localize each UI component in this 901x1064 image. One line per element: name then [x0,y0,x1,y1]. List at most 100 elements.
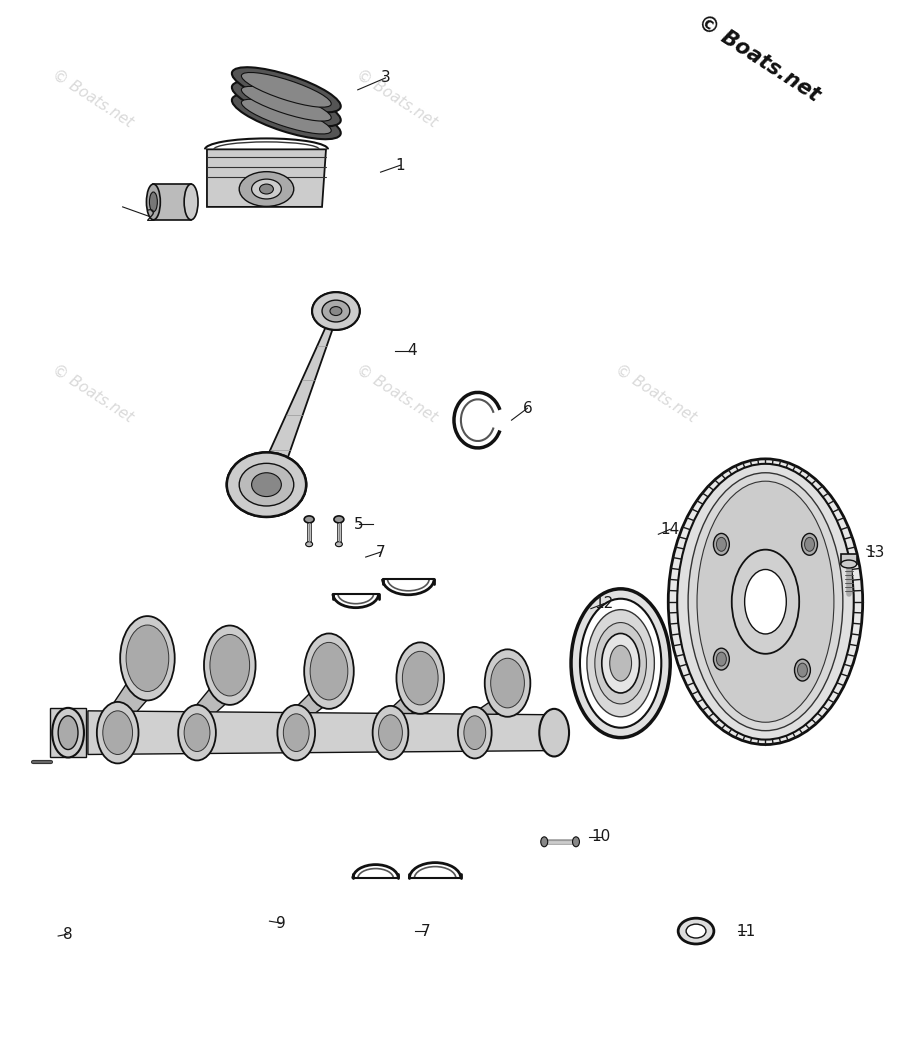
Ellipse shape [378,715,403,750]
Polygon shape [88,711,560,754]
Ellipse shape [239,463,294,506]
Ellipse shape [587,610,654,717]
Text: © Boats.net: © Boats.net [613,362,699,426]
Ellipse shape [795,660,810,681]
Ellipse shape [678,464,854,739]
Ellipse shape [322,300,350,322]
Text: 8: 8 [63,927,73,942]
Ellipse shape [334,516,344,522]
Ellipse shape [572,836,579,847]
Ellipse shape [580,599,661,728]
Text: 6: 6 [523,401,532,416]
Ellipse shape [714,648,729,670]
Ellipse shape [184,184,198,220]
Polygon shape [50,708,86,758]
Ellipse shape [458,706,492,759]
Text: © Boats.net: © Boats.net [694,11,824,105]
Text: 5: 5 [354,517,363,532]
Ellipse shape [227,452,306,517]
Ellipse shape [126,625,168,692]
Ellipse shape [595,622,646,704]
Ellipse shape [802,533,817,555]
Ellipse shape [120,616,175,700]
Ellipse shape [241,99,332,134]
Ellipse shape [716,652,726,666]
Polygon shape [378,696,436,719]
Ellipse shape [52,708,84,758]
Text: 7: 7 [376,545,386,560]
Text: 2: 2 [146,210,155,225]
Ellipse shape [669,459,862,745]
Ellipse shape [373,705,408,760]
Text: © Boats.net: © Boats.net [50,362,136,426]
Ellipse shape [464,716,486,749]
Ellipse shape [241,86,332,121]
Text: 13: 13 [865,545,884,560]
Ellipse shape [714,533,729,555]
Ellipse shape [259,184,273,194]
Ellipse shape [147,184,160,220]
Ellipse shape [184,714,210,751]
Ellipse shape [305,633,354,709]
Polygon shape [185,685,247,719]
Polygon shape [841,554,857,564]
Ellipse shape [232,81,341,127]
Text: 10: 10 [591,829,610,845]
Ellipse shape [232,67,341,113]
Ellipse shape [797,663,807,677]
Text: © Boats.net: © Boats.net [354,362,440,426]
Ellipse shape [571,588,670,737]
Ellipse shape [278,704,315,761]
Polygon shape [153,184,191,220]
Ellipse shape [403,651,438,704]
Ellipse shape [283,714,309,751]
Ellipse shape [204,626,256,704]
Ellipse shape [610,646,632,681]
Ellipse shape [239,463,294,506]
Text: 9: 9 [277,916,287,931]
Ellipse shape [686,925,706,938]
Ellipse shape [602,633,640,693]
Ellipse shape [232,94,341,139]
Ellipse shape [251,472,281,497]
Ellipse shape [103,711,132,754]
Ellipse shape [732,550,799,653]
Ellipse shape [241,72,332,107]
Polygon shape [285,691,345,719]
Ellipse shape [305,542,313,547]
Text: 3: 3 [380,70,390,85]
Ellipse shape [96,702,139,763]
Ellipse shape [305,516,314,522]
Ellipse shape [239,171,294,206]
Ellipse shape [330,306,341,316]
Ellipse shape [312,293,359,330]
Ellipse shape [251,179,281,199]
Ellipse shape [697,481,834,722]
Ellipse shape [678,918,714,944]
Ellipse shape [150,192,158,212]
Polygon shape [255,311,339,485]
Ellipse shape [251,472,281,497]
Polygon shape [207,149,326,206]
Ellipse shape [396,643,444,714]
Ellipse shape [335,542,342,547]
Ellipse shape [322,300,350,322]
Ellipse shape [744,569,787,634]
Text: 14: 14 [660,521,680,537]
Polygon shape [464,700,523,719]
Text: 4: 4 [407,344,417,359]
Ellipse shape [716,537,726,551]
Ellipse shape [178,704,216,761]
Ellipse shape [59,716,78,749]
Ellipse shape [210,634,250,696]
Text: 11: 11 [736,924,755,938]
Text: 12: 12 [594,596,614,611]
Ellipse shape [688,472,842,731]
Ellipse shape [841,560,857,568]
Ellipse shape [485,649,531,717]
Ellipse shape [227,452,306,517]
Ellipse shape [540,709,569,757]
Text: 1: 1 [396,157,405,172]
Ellipse shape [312,293,359,330]
Ellipse shape [491,659,524,708]
